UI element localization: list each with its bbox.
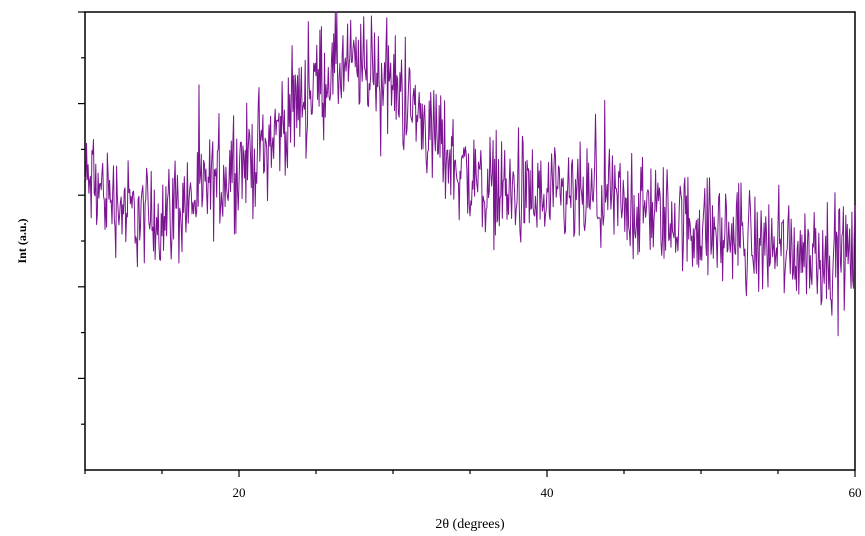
y-axis-label: Int (a.u.) xyxy=(15,218,29,263)
x-axis-label: 2θ (degrees) xyxy=(435,517,505,532)
x-axis-ticks xyxy=(84,470,856,477)
series-line xyxy=(84,11,856,337)
x-tick-label: 40 xyxy=(541,485,554,500)
x-tick-label: 60 xyxy=(849,485,862,500)
x-tick-label: 20 xyxy=(233,485,246,500)
x-axis-tick-labels: 20 40 60 xyxy=(233,485,862,500)
y-axis-ticks xyxy=(78,11,85,425)
